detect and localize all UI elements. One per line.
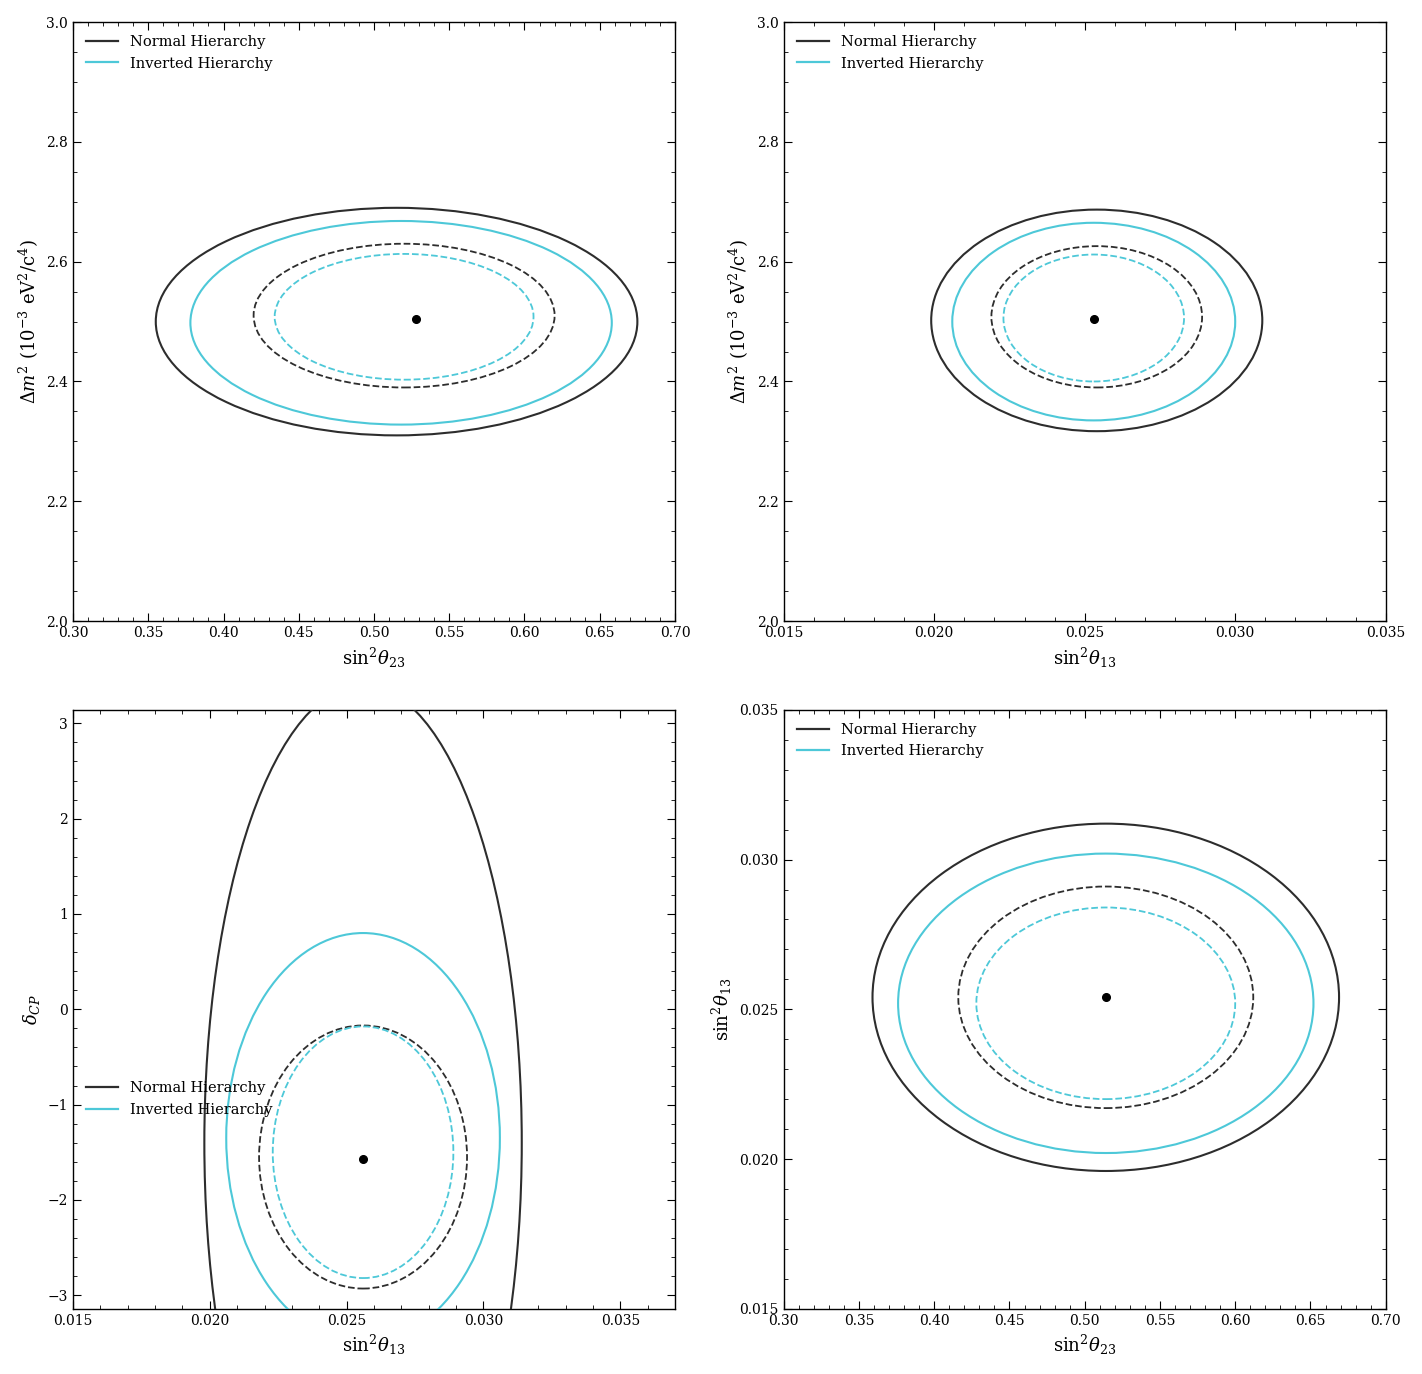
X-axis label: sin$^2\theta_{13}$: sin$^2\theta_{13}$ xyxy=(343,1333,405,1358)
Legend: Normal Hierarchy, Inverted Hierarchy: Normal Hierarchy, Inverted Hierarchy xyxy=(791,717,988,764)
Y-axis label: $\Delta m^2$ (10$^{-3}$ eV$^2$/c$^4$): $\Delta m^2$ (10$^{-3}$ eV$^2$/c$^4$) xyxy=(17,239,41,404)
X-axis label: sin$^2\theta_{13}$: sin$^2\theta_{13}$ xyxy=(1054,646,1116,669)
Y-axis label: sin$^2\theta_{13}$: sin$^2\theta_{13}$ xyxy=(710,978,734,1041)
Y-axis label: $\Delta m^2$ (10$^{-3}$ eV$^2$/c$^4$): $\Delta m^2$ (10$^{-3}$ eV$^2$/c$^4$) xyxy=(728,239,751,404)
X-axis label: sin$^2\theta_{23}$: sin$^2\theta_{23}$ xyxy=(343,646,405,669)
X-axis label: sin$^2\theta_{23}$: sin$^2\theta_{23}$ xyxy=(1054,1333,1116,1358)
Y-axis label: $\delta_{CP}$: $\delta_{CP}$ xyxy=(21,993,43,1025)
Legend: Normal Hierarchy, Inverted Hierarchy: Normal Hierarchy, Inverted Hierarchy xyxy=(80,1076,279,1123)
Legend: Normal Hierarchy, Inverted Hierarchy: Normal Hierarchy, Inverted Hierarchy xyxy=(80,29,279,77)
Legend: Normal Hierarchy, Inverted Hierarchy: Normal Hierarchy, Inverted Hierarchy xyxy=(791,29,988,77)
